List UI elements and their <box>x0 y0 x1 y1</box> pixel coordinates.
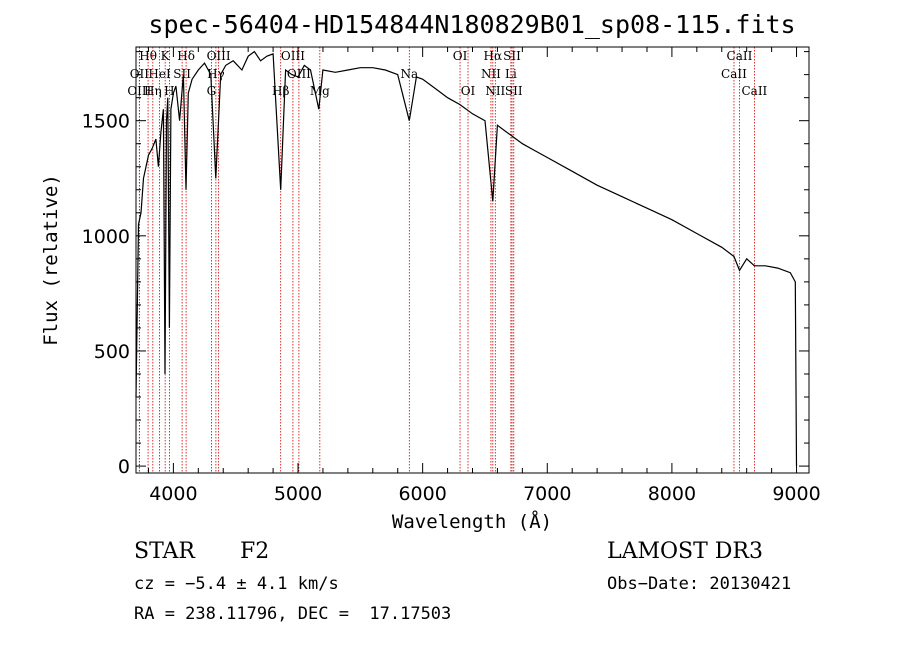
y-tick-label: 1000 <box>82 226 130 248</box>
x-tick-label: 7000 <box>523 483 571 505</box>
survey-name: LAMOST DR3 <box>607 539 763 564</box>
spectral-line-label: Hη <box>144 84 162 98</box>
spectral-line-label: Hγ <box>207 67 225 81</box>
spectral-line-label: OI <box>461 84 476 98</box>
spectral-line-label: SII <box>505 84 523 98</box>
coordinates: RA = 238.11796, DEC = 17.17503 <box>134 604 452 624</box>
spectral-line-label: CaII <box>721 67 747 81</box>
spectral-line-markers <box>138 47 755 473</box>
spectral-line-label: Na <box>400 67 418 81</box>
spectral-line-label: H <box>164 84 174 98</box>
x-tick-label: 9000 <box>772 483 820 505</box>
y-axis-label: Flux (relative) <box>40 174 62 346</box>
spectral-line-label: OIII <box>207 49 231 63</box>
spectral-line-label: Hδ <box>177 49 195 63</box>
spectral-line-label: Hα <box>484 49 503 63</box>
spectral-line-label: K <box>161 49 171 63</box>
chart-title: spec-56404-HD154844N180829B01_sp08-115.f… <box>148 10 795 39</box>
y-tick-label: 0 <box>118 456 130 478</box>
spectral-line-label: Hθ <box>139 49 157 63</box>
spectral-line-label: OIII <box>281 49 305 63</box>
spectral-line-label: CaII <box>741 84 767 98</box>
spectral-line-label: HeI <box>148 67 171 81</box>
object-class: STAR <box>134 539 195 564</box>
spectral-line-label: OIII <box>127 84 151 98</box>
y-tick-label: 1500 <box>82 111 130 133</box>
redshift-cz: cz = −5.4 ± 4.1 km/s <box>134 574 339 594</box>
x-tick-label: 5000 <box>274 483 322 505</box>
x-tick-label: 4000 <box>149 483 197 505</box>
spectral-line-label: Li <box>505 67 517 81</box>
observation-date: Obs−Date: 20130421 <box>607 574 792 594</box>
spectral-line-label: OII <box>130 67 150 81</box>
plot-frame <box>135 46 810 474</box>
spectral-line-label: NII <box>485 84 505 98</box>
spectral-line-label: SII <box>503 49 521 63</box>
axis-ticks: 4000 5000 6000 7000 8000 9000 0 500 1000 1500 <box>82 47 821 505</box>
spectral-line-label: CaII <box>727 49 753 63</box>
spectral-line-label: NII <box>481 67 501 81</box>
object-subclass: F2 <box>240 539 270 564</box>
spectrum-series-line <box>135 50 798 467</box>
x-tick-label: 8000 <box>648 483 696 505</box>
spectral-line-label: Mg <box>310 84 330 98</box>
y-tick-label: 500 <box>94 341 130 363</box>
x-tick-label: 6000 <box>398 483 446 505</box>
x-axis-label: Wavelength (Å) <box>392 510 552 533</box>
spectral-line-label: SII <box>173 67 191 81</box>
spectral-line-label: OI <box>453 49 468 63</box>
